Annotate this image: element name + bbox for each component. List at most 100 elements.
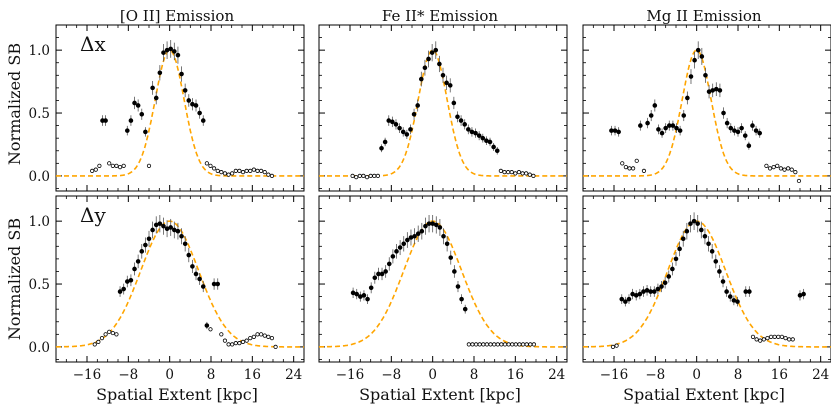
data-point (433, 47, 439, 53)
data-point (121, 163, 126, 168)
data-point (638, 123, 643, 128)
x-axis-label-col3: Spatial Extent [kpc] (623, 385, 785, 404)
data-point (444, 241, 450, 247)
data-point (721, 110, 726, 116)
data-point (429, 50, 435, 55)
data-point (681, 113, 687, 118)
data-point (269, 173, 275, 179)
data-point (659, 284, 664, 289)
data-point (670, 123, 676, 128)
data-point (215, 168, 220, 173)
data-point (459, 296, 464, 302)
data-point (190, 264, 195, 269)
data-point (96, 339, 101, 344)
y-tick-label: 0.5 (29, 277, 50, 293)
data-point (262, 170, 267, 175)
data-point (772, 334, 777, 339)
data-point (448, 255, 454, 260)
data-point (197, 276, 202, 282)
data-point (488, 342, 493, 347)
data-point (382, 139, 388, 145)
data-point (531, 173, 536, 179)
data-point (354, 175, 359, 180)
data-point (648, 113, 654, 118)
data-point (361, 173, 366, 179)
data-point (724, 289, 729, 294)
data-point (623, 165, 628, 170)
data-point (663, 125, 668, 131)
data-point (620, 161, 625, 166)
data-point (150, 227, 155, 233)
data-point (767, 166, 773, 171)
data-point (383, 269, 388, 274)
data-point (481, 342, 486, 347)
data-point (651, 289, 657, 294)
x-tick-label: 16 (244, 367, 261, 383)
data-point (193, 103, 199, 108)
data-point (753, 128, 759, 133)
data-point (473, 342, 479, 347)
data-point (161, 50, 166, 55)
data-point (524, 342, 529, 347)
data-point (713, 259, 719, 264)
data-point (655, 286, 661, 292)
data-point (441, 233, 446, 239)
data-point (510, 342, 515, 347)
data-point (666, 274, 672, 279)
data-point (677, 246, 682, 252)
data-point (186, 252, 192, 258)
data-point (157, 70, 163, 76)
data-point (455, 284, 461, 289)
data-point (255, 332, 260, 337)
y-tick-label: 1.0 (29, 214, 50, 230)
panel-frame (318, 195, 568, 363)
data-point (779, 334, 785, 339)
x-tick-label: 8 (207, 367, 216, 383)
data-point (761, 337, 766, 342)
data-point (364, 175, 370, 180)
panel-frame (318, 24, 568, 192)
data-point (703, 73, 708, 78)
data-point (208, 163, 213, 168)
data-point (244, 338, 249, 343)
data-point (634, 158, 639, 163)
data-point (484, 342, 490, 347)
data-point (397, 125, 402, 131)
data-point (754, 337, 759, 342)
data-point (801, 291, 806, 297)
data-point (212, 166, 217, 171)
data-point (513, 171, 518, 176)
data-point (462, 122, 468, 127)
data-point (197, 110, 202, 116)
data-point (179, 233, 184, 239)
data-point (226, 172, 231, 177)
data-point (706, 241, 711, 247)
data-point (251, 334, 256, 339)
data-point (776, 334, 781, 339)
data-point (466, 127, 471, 132)
data-point (240, 170, 246, 175)
y-axis-label-bottom: Normalized SB (5, 218, 24, 340)
data-point (204, 323, 210, 328)
data-point (146, 236, 152, 242)
data-point (361, 293, 367, 298)
data-point (502, 170, 507, 175)
data-point (93, 167, 98, 172)
data-point (783, 336, 788, 341)
panel-3 (582, 24, 831, 192)
data-point (237, 168, 242, 173)
data-point (237, 341, 242, 346)
data-point (771, 165, 776, 170)
column-title-feii: Fe II* Emission (382, 7, 499, 25)
x-tick-label: −8 (381, 367, 401, 383)
y-tick-label: 0.5 (29, 106, 50, 122)
data-point (505, 170, 511, 175)
data-point (684, 228, 690, 234)
data-point (691, 218, 697, 224)
data-point (458, 118, 464, 123)
data-point (717, 269, 722, 274)
data-point (680, 236, 686, 242)
data-point (107, 161, 112, 166)
data-point (251, 167, 256, 172)
